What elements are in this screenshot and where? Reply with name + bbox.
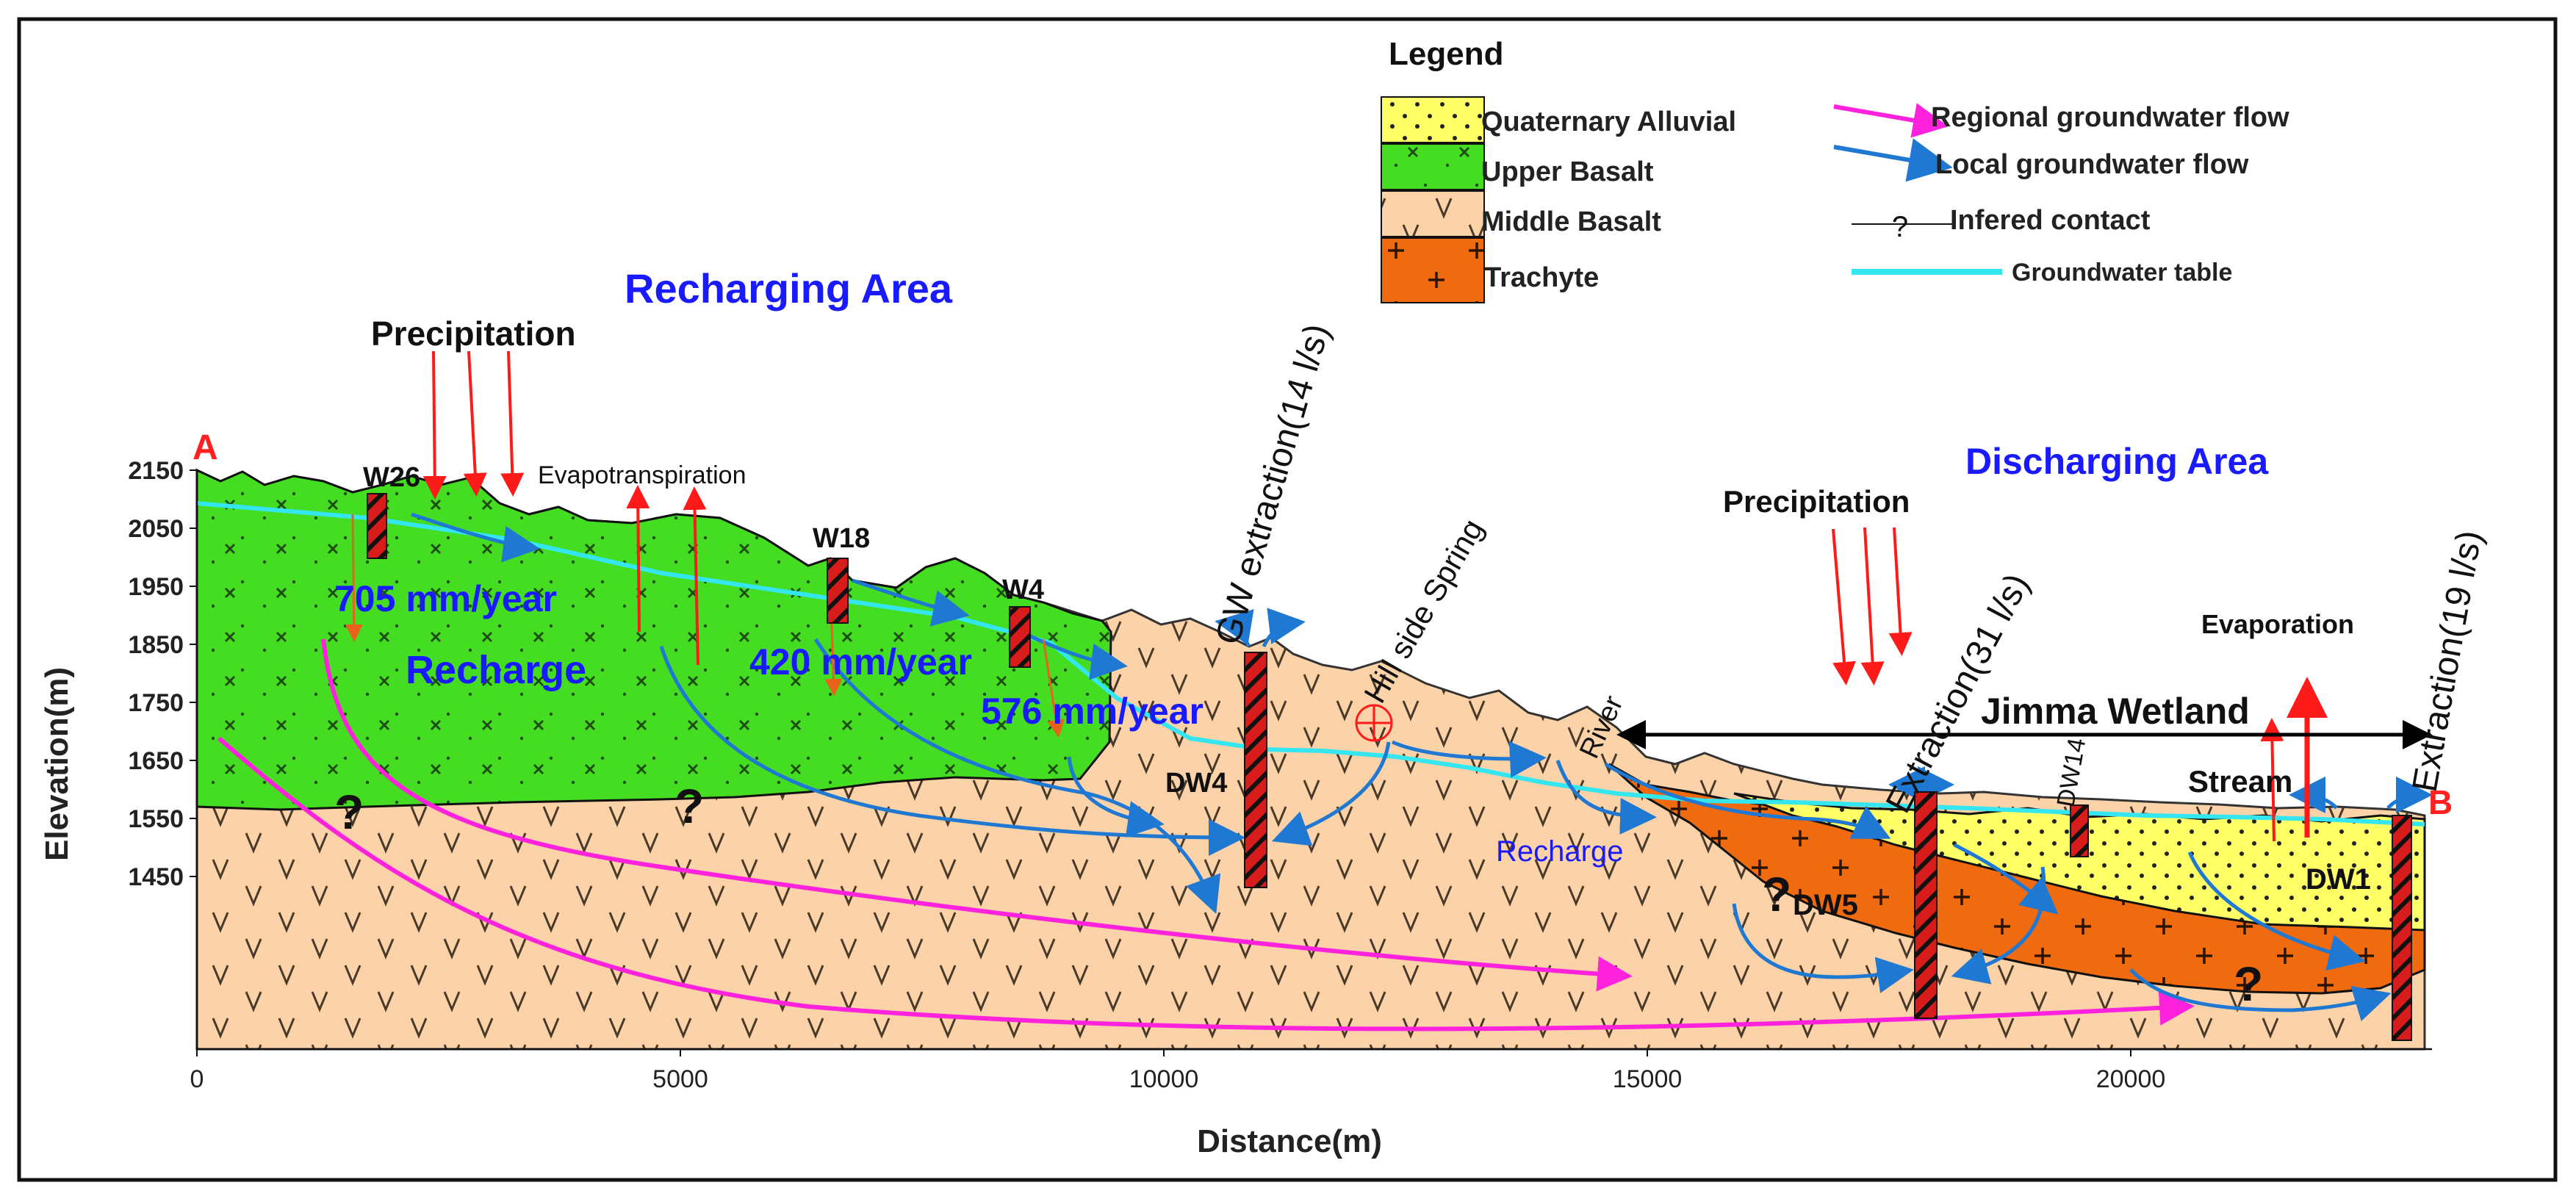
question-mark-4: ? xyxy=(2234,957,2263,1011)
well-label-w26: W26 xyxy=(363,462,420,493)
precipitation-arrows xyxy=(422,350,1913,685)
section-end-a: A xyxy=(193,428,218,467)
well-dw1 xyxy=(2392,815,2412,1041)
question-mark-2: ? xyxy=(674,779,704,833)
regional-flow-arrows xyxy=(217,638,2195,1031)
well-label-w18: W18 xyxy=(813,523,870,554)
local-flow-arrows xyxy=(411,512,2433,1022)
y-tick-label: 1550 xyxy=(128,805,184,833)
well-label-w4: W4 xyxy=(1002,575,1044,605)
legend-symbol-question: ? xyxy=(1892,211,1908,243)
y-tick-label: 2150 xyxy=(128,457,184,485)
legend-label-upper-basalt: Upper Basalt xyxy=(1481,156,1654,187)
legend-label-regional-flow: Regional groundwater flow xyxy=(1931,102,2289,133)
y-axis-title: Elevation(m) xyxy=(39,667,75,861)
legend-label-local-flow: Local groundwater flow xyxy=(1935,149,2249,180)
y-tick-label: 1850 xyxy=(128,631,184,659)
spring-symbol xyxy=(1355,704,1393,742)
stream-label: Stream xyxy=(2188,764,2292,799)
x-tick-label: 20000 xyxy=(2096,1065,2166,1093)
well-dw4 xyxy=(1244,652,1267,888)
legend-label-trachyte: Trachyte xyxy=(1484,262,1599,293)
well-w26 xyxy=(367,493,387,559)
x-axis-title: Distance(m) xyxy=(1197,1123,1382,1159)
well-w4 xyxy=(1009,606,1031,668)
x-tick-label: 15000 xyxy=(1613,1065,1683,1093)
recharge-label-river: Recharge xyxy=(1496,835,1623,868)
x-tick-label: 5000 xyxy=(652,1065,708,1093)
y-tick-label: 1450 xyxy=(128,863,184,891)
legend-label-quaternary-alluvial: Quaternary Alluvial xyxy=(1481,107,1736,137)
y-tick-label: 1650 xyxy=(128,747,184,775)
x-tick-label: 10000 xyxy=(1129,1065,1199,1093)
recharge-label-upland: Recharge xyxy=(406,648,586,692)
legend-label-middle-basalt: Middle Basalt xyxy=(1481,206,1661,237)
jimma-wetland-label: Jimma Wetland xyxy=(1981,691,2250,732)
y-tick-label: 1750 xyxy=(128,689,184,717)
legend-swatch-quaternary-alluvial xyxy=(1381,96,1485,143)
legend: Legend Quaternary Alluvial Upper Basalt … xyxy=(1381,36,2289,303)
y-axis-ticks: 2150 2050 1950 1850 1750 1650 1550 1450 xyxy=(128,457,197,891)
legend-label-groundwater-table: Groundwater table xyxy=(2012,259,2232,287)
precipitation-label-right: Precipitation xyxy=(1723,484,1910,519)
rate-420: 420 mm/year xyxy=(749,641,972,683)
well-dw14 xyxy=(2070,804,2089,857)
legend-swatch-trachyte xyxy=(1381,237,1485,303)
evaporation-label: Evaporation xyxy=(2201,609,2354,639)
y-tick-label: 2050 xyxy=(128,515,184,543)
x-tick-label: 0 xyxy=(190,1065,204,1093)
y-tick-label: 1950 xyxy=(128,573,184,601)
section-end-b: B xyxy=(2428,783,2453,821)
well-w18 xyxy=(827,558,849,624)
question-mark-3: ? xyxy=(1762,867,1791,921)
legend-swatch-upper-basalt xyxy=(1381,143,1485,190)
legend-swatch-middle-basalt xyxy=(1381,190,1485,237)
question-mark-1: ? xyxy=(334,785,364,839)
discharging-area-label: Discharging Area xyxy=(1965,441,2269,482)
rate-705: 705 mm/year xyxy=(334,578,557,619)
x-axis-ticks: 0 5000 10000 15000 20000 xyxy=(190,1049,2166,1093)
wells xyxy=(367,493,2412,1041)
evapotranspiration-arrows xyxy=(626,485,2328,842)
well-label-dw4: DW4 xyxy=(1165,768,1227,799)
well-label-dw1: DW1 xyxy=(2306,863,2371,896)
rate-576: 576 mm/year xyxy=(981,691,1204,732)
well-dw5 xyxy=(1914,791,1938,1019)
evapotranspiration-label: Evapotranspiration xyxy=(538,461,746,489)
legend-label-infered-contact: Infered contact xyxy=(1950,205,2151,236)
well-label-dw5: DW5 xyxy=(1793,889,1858,921)
recharging-area-label: Recharging Area xyxy=(625,265,953,312)
legend-symbol-regional-flow xyxy=(1833,103,1949,138)
precipitation-label-left: Precipitation xyxy=(371,314,576,353)
legend-symbol-local-flow xyxy=(1833,138,1953,182)
legend-title: Legend xyxy=(1389,36,1503,72)
